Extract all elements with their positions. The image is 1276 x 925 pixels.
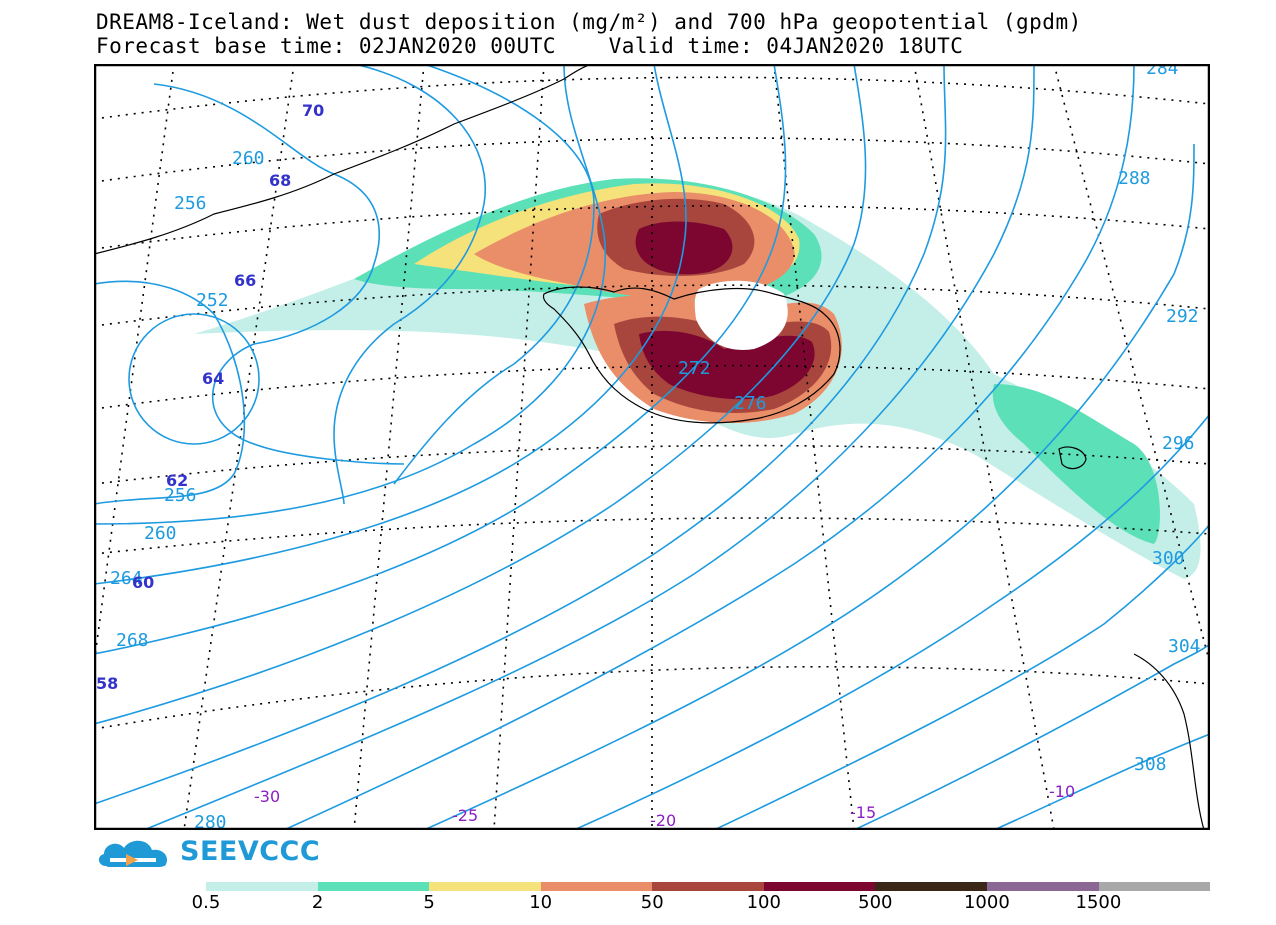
legend-swatch — [875, 882, 987, 891]
legend-tick-label: 2 — [311, 892, 324, 913]
latitude-label: 66 — [234, 271, 256, 290]
norway-coast — [1133, 653, 1205, 830]
seevccc-logo — [98, 840, 168, 867]
graticule — [94, 64, 1210, 830]
legend-tick-label: 50 — [640, 892, 664, 913]
legend-tick-label: 1000 — [963, 892, 1010, 913]
dust-deposition-map: 252 256 256 260 260 264 268 272 276 280 … — [94, 64, 1210, 830]
legend-swatch — [763, 882, 876, 891]
contour-label: 280 — [194, 812, 227, 830]
legend-swatch — [317, 882, 430, 891]
geopotential-contours — [94, 64, 1210, 830]
map-subtitle: Forecast base time: 02JAN2020 00UTC Vali… — [96, 34, 964, 58]
longitude-label: -15 — [850, 803, 876, 822]
map-title: DREAM8-Iceland: Wet dust deposition (mg/… — [96, 10, 1082, 34]
contour-label: 288 — [1118, 168, 1151, 189]
contour-label: 252 — [196, 290, 229, 311]
contour-label: 260 — [232, 148, 265, 169]
legend-tick-label: 0.5 — [191, 892, 221, 913]
legend-tick-label: 5 — [423, 892, 435, 913]
legend-swatch — [206, 882, 318, 891]
coastlines — [94, 64, 1205, 830]
longitude-label: -10 — [1049, 782, 1075, 801]
dust-area-2-east — [992, 384, 1160, 544]
legend-swatch — [1098, 882, 1211, 891]
contour-label: 268 — [116, 630, 149, 651]
latitude-label: 58 — [96, 674, 118, 693]
longitude-label: -30 — [254, 787, 280, 806]
latitude-label: 68 — [269, 171, 291, 190]
legend-tick-label: 10 — [529, 892, 553, 913]
dust-area-100-south — [639, 330, 815, 400]
greenland-coast — [94, 64, 595, 255]
contour-label: 292 — [1166, 306, 1199, 327]
contour-label: 260 — [144, 523, 177, 544]
contour-label: 284 — [1146, 64, 1179, 79]
contour-label: 308 — [1134, 754, 1167, 775]
contour-label: 256 — [174, 193, 207, 214]
contour-label: 256 — [164, 485, 197, 506]
legend-swatch — [429, 882, 541, 891]
cloud-icon — [98, 840, 168, 867]
latitude-label: 60 — [132, 573, 154, 592]
legend-swatch — [652, 882, 764, 891]
contour-label: 304 — [1168, 636, 1201, 657]
contour-label: 300 — [1152, 548, 1185, 569]
map-frame — [94, 64, 1210, 830]
latitude-labels: 70 68 66 64 62 60 58 — [96, 101, 324, 693]
iceland-coast — [542, 286, 841, 424]
legend-tick-label: 100 — [746, 892, 781, 913]
longitude-label: -20 — [650, 811, 676, 830]
latitude-label: 70 — [302, 101, 324, 120]
legend-colorbar — [206, 882, 1211, 891]
longitude-label: -25 — [452, 806, 478, 825]
contour-label: 276 — [734, 393, 767, 414]
contour-label: 272 — [678, 358, 711, 379]
faroe-coast — [1058, 446, 1087, 470]
clear-zone — [694, 280, 788, 350]
latitude-label: 62 — [166, 471, 188, 490]
latitude-label: 64 — [202, 369, 224, 388]
legend-tick-label: 1500 — [1075, 892, 1122, 913]
longitude-labels: -30 -25 -20 -15 -10 — [254, 782, 1075, 830]
legend-swatch — [540, 882, 653, 891]
contour-label: 296 — [1162, 433, 1195, 454]
contour-label: 264 — [110, 568, 143, 589]
logo-text: SEEVCCC — [180, 836, 321, 867]
geopotential-labels: 252 256 256 260 260 264 268 272 276 280 … — [110, 64, 1201, 830]
legend-tick-label: 500 — [858, 892, 893, 913]
legend-swatch — [986, 882, 1099, 891]
dust-plume-shading — [194, 178, 1201, 579]
